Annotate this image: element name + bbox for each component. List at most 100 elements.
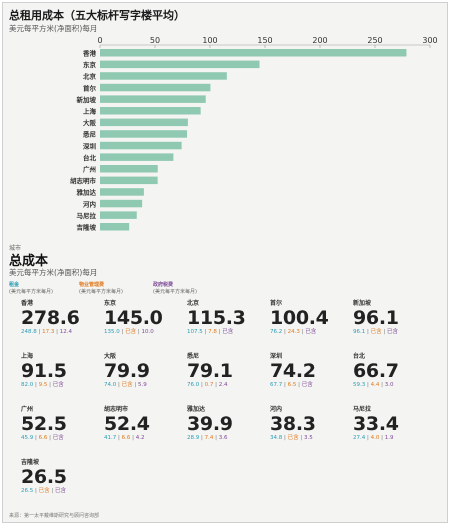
- city-total-cell: 香港 278.6 248.8 | 17.3 | 12.4: [21, 300, 105, 340]
- city-total-value: 33.4: [353, 413, 399, 435]
- city-name: 台北: [353, 353, 366, 360]
- bar: [100, 153, 174, 161]
- city-total-value: 52.4: [104, 413, 150, 435]
- city-total-value: 52.5: [21, 413, 67, 435]
- breakdown-separator: |: [33, 382, 39, 388]
- city-total-cell: 大阪 79.9 74.0 | 已含 | 5.9: [104, 353, 188, 393]
- city-total-cell: 河内 38.3 34.8 | 已含 | 3.5: [270, 406, 354, 446]
- category-label: 马尼拉: [77, 211, 97, 220]
- tax-value: 3.6: [218, 435, 228, 441]
- city-name: 大阪: [104, 353, 117, 360]
- rent-value: 67.7: [270, 382, 283, 388]
- tax-value: 12.4: [59, 329, 72, 335]
- bar: [100, 95, 206, 103]
- breakdown-separator: |: [33, 488, 39, 494]
- x-tick-label: 50: [150, 36, 160, 45]
- bar: [100, 199, 143, 208]
- chart-subtitle: 美元每平方米(净面积)每月: [9, 24, 98, 33]
- city-name: 广州: [21, 406, 34, 413]
- rent-value: 59.3: [353, 382, 366, 388]
- category-label: 香港: [83, 49, 97, 58]
- bar: [100, 83, 211, 92]
- city-total-cell: 首尔 100.4 76.2 | 24.3 | 已含: [270, 300, 354, 340]
- breakdown-separator: |: [130, 435, 136, 441]
- service-charge-value: 已含: [370, 329, 382, 335]
- cost-breakdown: 82.0 | 9.5 | 已含: [21, 381, 105, 389]
- breakdown-separator: |: [116, 382, 122, 388]
- breakdown-separator: |: [365, 329, 371, 335]
- city-total-value: 79.9: [104, 360, 150, 382]
- service-charge-value: 24.3: [287, 329, 300, 335]
- category-label: 深圳: [83, 141, 97, 150]
- cost-breakdown: 26.5 | 已含 | 已含: [21, 487, 105, 495]
- category-label: 胡志明市: [70, 176, 97, 185]
- category-label: 首尔: [83, 83, 97, 92]
- breakdown-separator: |: [299, 329, 306, 335]
- rent-value: 135.0: [104, 329, 120, 335]
- city-total-value: 91.5: [21, 360, 67, 382]
- cost-breakdown: 74.0 | 已含 | 5.9: [104, 381, 188, 389]
- legend-rent-unit: (美元每平方米每月): [9, 289, 53, 295]
- cost-breakdown: 28.9 | 7.4 | 3.6: [187, 434, 271, 442]
- rent-value: 107.5: [187, 329, 203, 335]
- city-total-cell: 上海 91.5 82.0 | 9.5 | 已含: [21, 353, 105, 393]
- category-label: 台北: [83, 153, 97, 162]
- breakdown-separator: |: [282, 435, 288, 441]
- breakdown-separator: |: [199, 435, 205, 441]
- breakdown-separator: |: [213, 382, 219, 388]
- cost-breakdown: 76.2 | 24.3 | 已含: [270, 328, 354, 336]
- breakdown-separator: |: [282, 329, 288, 335]
- service-charge-value: 已含: [38, 488, 50, 494]
- tax-value: 已含: [54, 488, 66, 494]
- breakdown-separator: |: [379, 435, 385, 441]
- rent-value: 76.2: [270, 329, 283, 335]
- cost-breakdown: 27.4 | 4.0 | 1.9: [353, 434, 437, 442]
- city-name: 首尔: [270, 300, 283, 307]
- breakdown-separator: |: [296, 382, 302, 388]
- city-name: 悉尼: [187, 353, 200, 360]
- tax-value: 2.4: [218, 382, 228, 388]
- total-section-subtitle: 美元每平方米(净面积)每月: [9, 268, 98, 277]
- x-tick-label: 0: [97, 36, 102, 45]
- breakdown-separator: |: [298, 435, 304, 441]
- breakdown-separator: |: [199, 382, 205, 388]
- category-label: 广州: [83, 165, 96, 174]
- cost-breakdown: 67.7 | 6.5 | 已含: [270, 381, 354, 389]
- tax-value: 已含: [52, 382, 64, 388]
- rent-value: 26.5: [21, 488, 34, 494]
- bar: [100, 49, 407, 57]
- bar: [100, 72, 227, 80]
- cost-breakdown: 34.8 | 已含 | 3.5: [270, 434, 354, 442]
- rent-value: 28.9: [187, 435, 200, 441]
- breakdown-separator: |: [54, 329, 60, 335]
- rent-value: 41.7: [104, 435, 117, 441]
- tax-value: 3.0: [384, 382, 394, 388]
- breakdown-separator: |: [132, 382, 138, 388]
- legend-service-label: 物业管理费: [79, 282, 105, 288]
- service-charge-value: 已含: [287, 435, 299, 441]
- service-charge-value: 已含: [125, 329, 137, 335]
- cost-breakdown: 41.7 | 6.6 | 4.2: [104, 434, 188, 442]
- x-tick-label: 300: [422, 36, 437, 45]
- legend-rent: 租金 (美元每平方米每月): [9, 282, 53, 296]
- tax-value: 1.9: [384, 435, 394, 441]
- rent-value: 74.0: [104, 382, 117, 388]
- cost-breakdown: 59.3 | 4.4 | 3.0: [353, 381, 437, 389]
- legend-tax-unit: (美元每平方米每月): [153, 289, 197, 295]
- category-label: 上海: [83, 107, 97, 116]
- bar: [100, 176, 158, 185]
- x-tick-label: 200: [312, 36, 327, 45]
- city-total-value: 26.5: [21, 466, 67, 488]
- category-label: 河内: [83, 199, 96, 208]
- rent-value: 82.0: [21, 382, 34, 388]
- bar: [100, 107, 201, 115]
- rent-value: 96.1: [353, 329, 366, 335]
- infographic-page: 总租用成本（五大标杆写字楼平均） 美元每平方米(净面积)每月 0 50 100 150…: [2, 2, 448, 523]
- service-charge-value: 6.6: [121, 435, 131, 441]
- rent-value: 248.8: [21, 329, 37, 335]
- city-total-value: 100.4: [270, 307, 329, 329]
- cost-breakdown: 96.1 | 已含 | 已含: [353, 328, 437, 336]
- bar: [100, 211, 137, 219]
- breakdown-separator: |: [365, 435, 371, 441]
- city-name: 深圳: [270, 353, 283, 360]
